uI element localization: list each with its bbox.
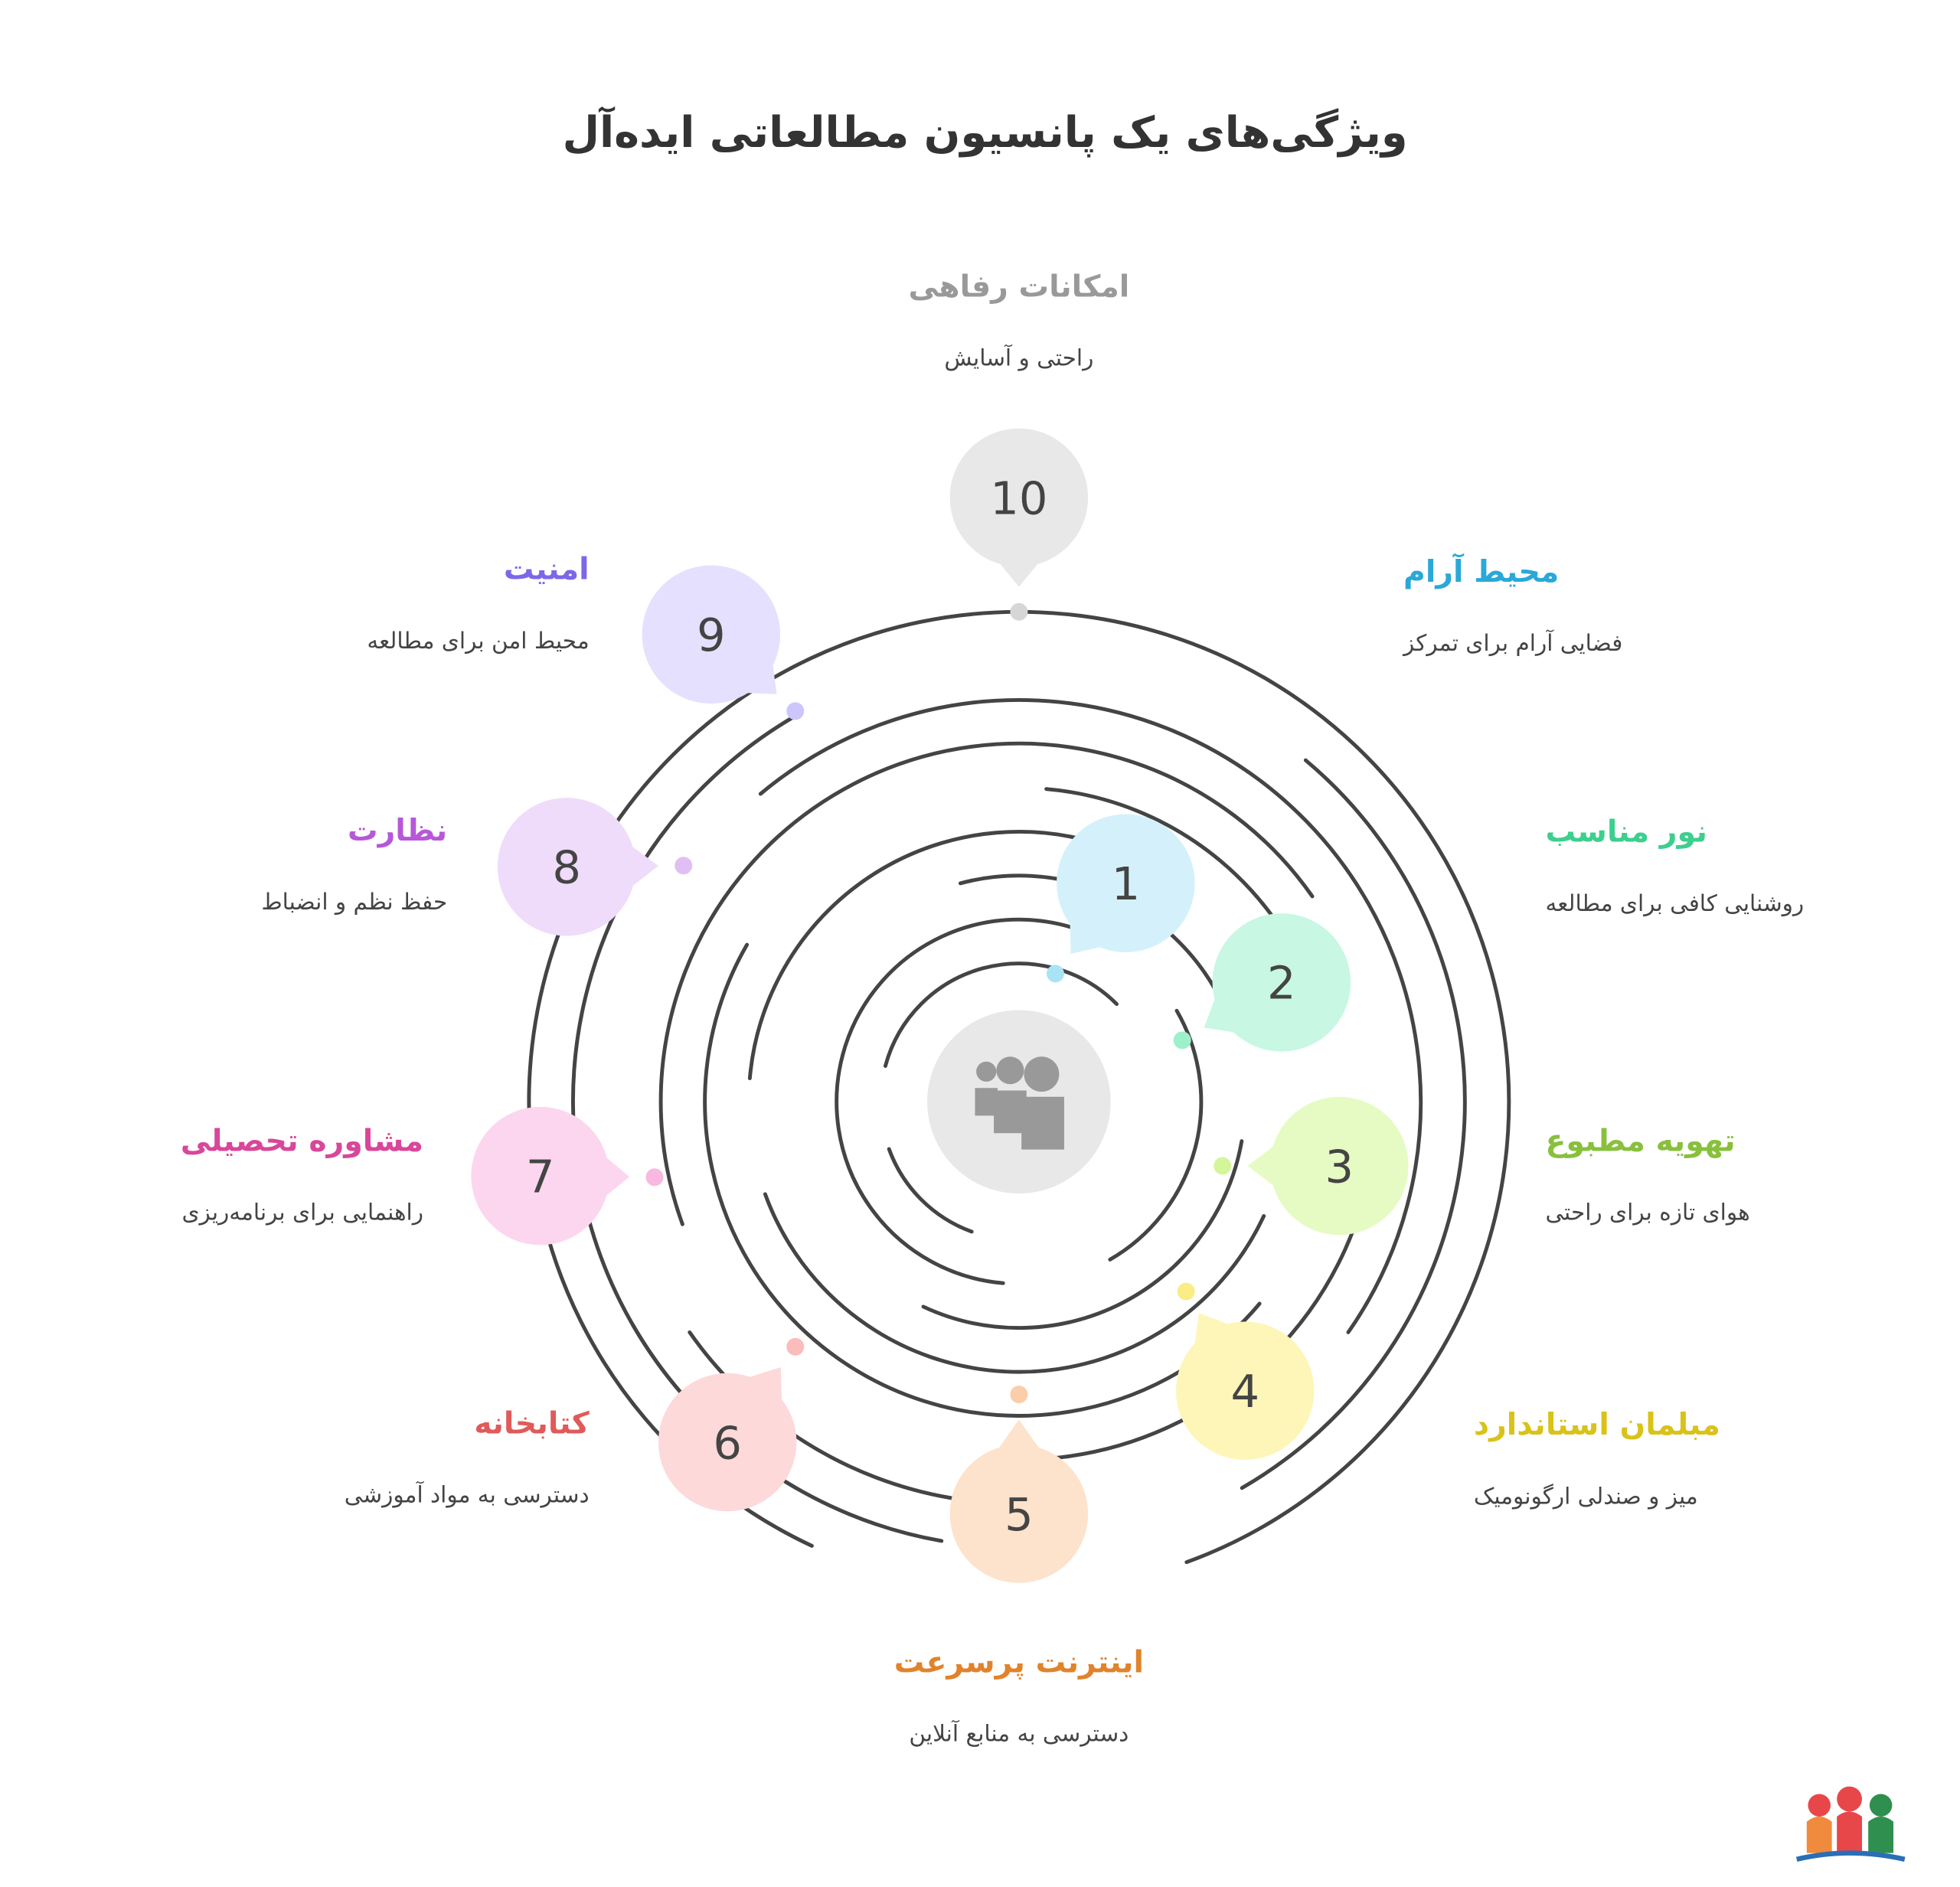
feature: 6 کتابخانه دسترسی به مواد آموزشی [345, 1337, 805, 1512]
connector-dot [1214, 1157, 1232, 1175]
ring-arc [758, 698, 1423, 1334]
center-icon [927, 1010, 1111, 1194]
bubble-number: 1 [1112, 857, 1141, 910]
bubble [1270, 1096, 1409, 1236]
bubble-number: 3 [1325, 1140, 1354, 1193]
connector-dot [786, 1337, 805, 1356]
feature: 3 تهویه مطبوع هوای تازه برای راحتی [1214, 1096, 1750, 1236]
feature-title: نظارت [348, 813, 447, 848]
ring-arc [883, 961, 1119, 1068]
feature-description: راهنمایی برای برنامه‌ریزی [181, 1200, 423, 1226]
feature-description: راحتی و آسایش [944, 344, 1093, 371]
feature: 1 محیط آرام فضایی آرام برای تمرکز [1046, 553, 1622, 983]
connector-dot [1173, 1031, 1191, 1050]
logo [1795, 1786, 1906, 1863]
feature-description: میز و صندلی ارگونومیک [1474, 1483, 1698, 1509]
feature-title: اینترنت پرسرعت [894, 1644, 1144, 1680]
feature: 5 اینترنت پرسرعت دسترسی به منابع آنلاین [894, 1386, 1144, 1748]
feature-description: محیط امن برای مطالعه [367, 628, 589, 654]
feature: 10 امکانات رفاهی راحتی و آسایش [908, 269, 1129, 621]
feature-description: حفظ نظم و انضباط [261, 889, 447, 916]
bubble [658, 1373, 797, 1512]
ring-arc [887, 1147, 974, 1234]
ring-arc [921, 1139, 1244, 1330]
connector-dot [1046, 965, 1064, 983]
ring-arc [658, 741, 1315, 1226]
bubble-number: 10 [990, 472, 1047, 524]
bubble-number: 5 [1004, 1488, 1034, 1541]
feature-title: تهویه مطبوع [1545, 1123, 1735, 1158]
feature-description: دسترسی به مواد آموزشی [345, 1481, 590, 1508]
feature-description: هوای تازه برای راحتی [1545, 1200, 1749, 1226]
connector-dot [1010, 1386, 1028, 1404]
connector-dot [645, 1168, 664, 1187]
bubble-number: 2 [1267, 957, 1296, 1010]
feature-title: مبلمان استاندارد [1474, 1407, 1720, 1442]
feature: 9 امنیت محیط امن برای مطالعه [367, 552, 805, 720]
feature-title: مشاوره تحصیلی [181, 1123, 423, 1158]
connector-dot [1177, 1282, 1195, 1301]
feature: 7 مشاوره تحصیلی راهنمایی برای برنامه‌ریزی [181, 1106, 664, 1245]
connector-dot [1010, 602, 1028, 621]
bubble [949, 1445, 1089, 1583]
feature-title: نور مناسب [1545, 815, 1707, 850]
bubble-number: 7 [526, 1150, 555, 1203]
people-icon [975, 1056, 1064, 1150]
feature: 8 نظارت حفظ نظم و انضباط [261, 798, 693, 936]
connector-dot [786, 702, 805, 720]
feature-description: دسترسی به منابع آنلاین [909, 1720, 1129, 1748]
bubble [642, 565, 781, 704]
bubble [949, 428, 1089, 567]
feature-title: امکانات رفاهی [908, 269, 1129, 304]
nodes: 1 محیط آرام فضایی آرام برای تمرکز 2 نور مناس… [181, 269, 1804, 1747]
bubble [1057, 814, 1195, 952]
feature-title: محیط آرام [1403, 553, 1559, 589]
ring-arc [703, 942, 1262, 1418]
feature: 4 مبلمان استاندارد میز و صندلی ارگونومیک [1176, 1282, 1720, 1509]
bubble-number: 6 [713, 1416, 742, 1469]
ring-arc [763, 1192, 1266, 1374]
feature-title: کتابخانه [474, 1406, 589, 1441]
feature-description: روشنایی کافی برای مطالعه [1545, 890, 1804, 916]
bubble [1176, 1321, 1315, 1460]
bubble [497, 798, 636, 936]
bubble [1212, 913, 1351, 1052]
bubble [471, 1106, 609, 1245]
ring-arc [1108, 1008, 1204, 1262]
ring-arc [1240, 758, 1467, 1490]
feature-description: فضایی آرام برای تمرکز [1402, 629, 1622, 656]
bubble-number: 4 [1230, 1365, 1259, 1418]
title: ویژگی‌های یک پانسیون مطالعاتی ایده‌آل [563, 106, 1408, 158]
feature-title: امنیت [504, 552, 590, 587]
bubble-number: 8 [552, 841, 581, 894]
feature: 2 نور مناسب روشنایی کافی برای مطالعه [1173, 815, 1804, 1052]
connector-dot [675, 857, 693, 875]
ring-arc [835, 917, 1098, 1285]
ring-arc [747, 830, 1113, 1081]
bubble-number: 9 [697, 609, 726, 661]
